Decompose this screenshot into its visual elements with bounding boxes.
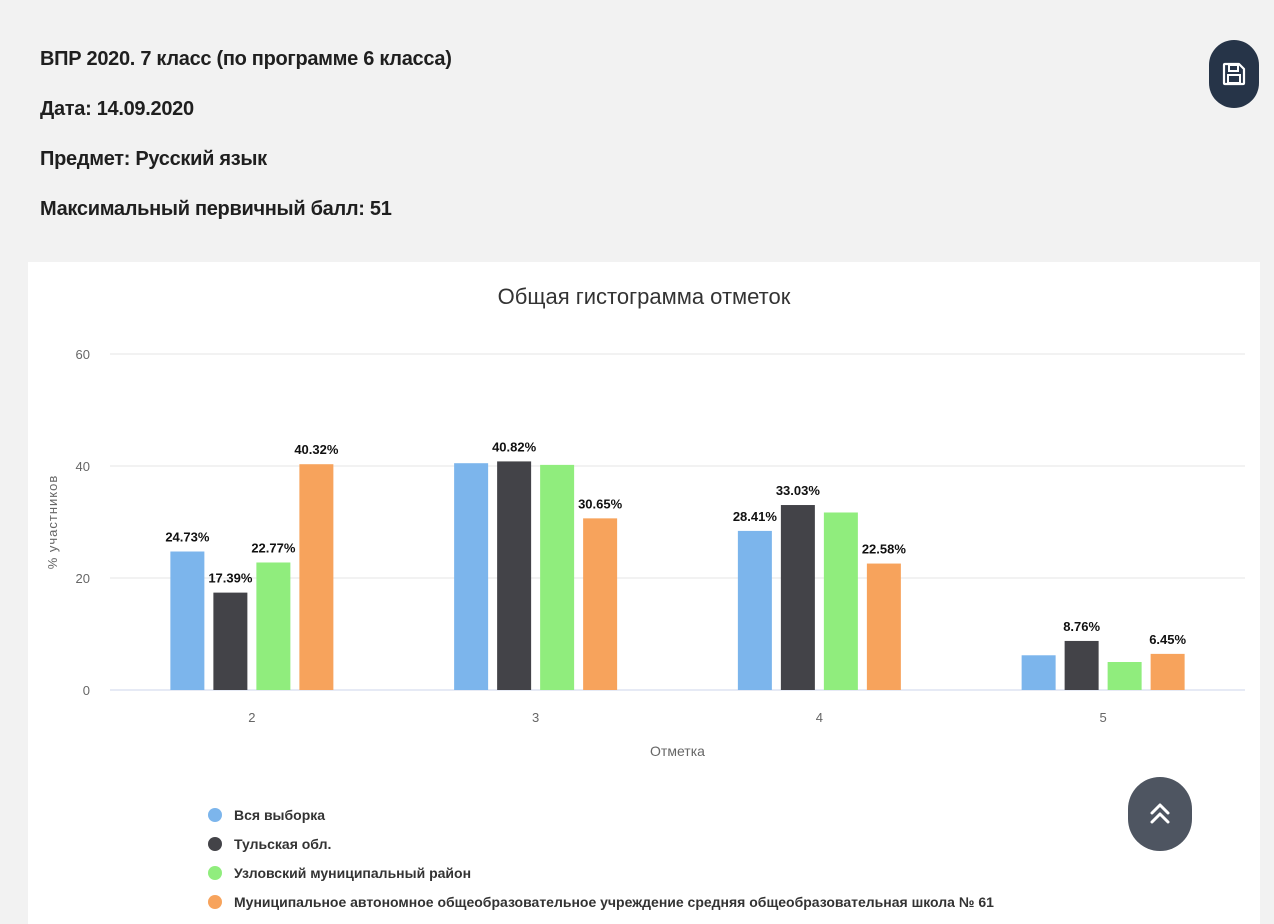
legend-marker: [208, 894, 222, 909]
legend-marker: [208, 865, 222, 880]
bar: [1150, 653, 1185, 690]
x-tick-label: 4: [816, 710, 823, 725]
data-label: 6.45%: [1149, 632, 1186, 647]
data-label: 17.39%: [208, 571, 253, 586]
chart-card: Общая гистограмма отметок 0 20 40 60 % участн…: [28, 262, 1260, 924]
data-label: 28.41%: [733, 509, 778, 524]
legend-item[interactable]: Муниципальное автономное общеобразовател…: [208, 887, 994, 916]
legend-item[interactable]: Тульская обл.: [208, 829, 994, 858]
bar: [737, 530, 772, 690]
histogram-chart: Общая гистограмма отметок 0 20 40 60 % участн…: [45, 284, 1245, 759]
y-tick-label: 40: [76, 459, 90, 474]
report-max-score: Максимальный первичный балл: 51: [40, 198, 392, 220]
bar: [866, 563, 901, 690]
bar: [823, 512, 858, 690]
y-tick-label: 60: [76, 347, 90, 362]
x-tick-label: 2: [248, 710, 255, 725]
report-subject: Предмет: Русский язык: [40, 148, 267, 170]
report-header: ВПР 2020. 7 класс (по программе 6 класса…: [40, 34, 452, 234]
bar: [1107, 662, 1142, 690]
data-label: 33.03%: [776, 483, 821, 498]
bar: [497, 461, 532, 690]
legend-marker: [208, 836, 222, 851]
legend-item[interactable]: Узловский муниципальный район: [208, 858, 994, 887]
floppy-disk-icon: [1222, 62, 1246, 86]
legend-label: Вся выборка: [234, 806, 326, 823]
legend-marker: [208, 807, 222, 822]
report-title: ВПР 2020. 7 класс (по программе 6 класса…: [40, 48, 452, 70]
y-tick-label: 0: [83, 683, 90, 698]
x-tick-label: 5: [1100, 710, 1107, 725]
bar: [583, 518, 618, 690]
data-label: 24.73%: [165, 530, 210, 545]
y-tick-label: 20: [76, 571, 90, 586]
x-tick-label: 3: [532, 710, 539, 725]
data-label: 22.77%: [251, 540, 296, 555]
legend-label: Тульская обл.: [234, 835, 332, 852]
bar: [780, 505, 815, 690]
bar: [256, 562, 291, 690]
y-axis-title: % участников: [45, 475, 60, 570]
data-label: 40.32%: [294, 442, 339, 457]
bar: [540, 464, 575, 690]
data-label: 22.58%: [862, 542, 907, 557]
data-label: 30.65%: [578, 496, 623, 511]
double-chevron-up-icon: [1150, 803, 1170, 824]
data-label: 8.76%: [1063, 619, 1100, 634]
legend-item[interactable]: Вся выборка: [208, 800, 994, 829]
x-axis-title: Отметка: [650, 743, 705, 759]
chart-legend: Вся выборка Тульская обл. Узловский муници…: [208, 800, 994, 916]
legend-label: Муниципальное автономное общеобразовател…: [234, 893, 994, 910]
bar: [170, 551, 205, 690]
report-date: Дата: 14.09.2020: [40, 98, 194, 120]
bar: [213, 592, 248, 690]
bar: [1064, 640, 1099, 690]
chart-title: Общая гистограмма отметок: [498, 284, 791, 309]
data-label: 40.82%: [492, 439, 537, 454]
bar: [1021, 655, 1056, 690]
scroll-top-button[interactable]: [1128, 777, 1192, 851]
bar: [454, 463, 489, 690]
legend-label: Узловский муниципальный район: [234, 864, 472, 881]
save-button[interactable]: [1209, 40, 1259, 108]
bar: [299, 464, 334, 690]
